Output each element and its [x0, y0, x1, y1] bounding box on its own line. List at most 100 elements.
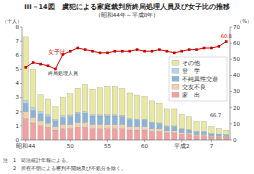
y-axis-label: （十人） — [2, 18, 22, 24]
bar-segment — [45, 99, 50, 115]
bar-segment — [120, 124, 125, 128]
bar-segment — [179, 133, 184, 135]
bar-segment — [186, 117, 191, 130]
bar-segment — [53, 130, 58, 140]
bar-segment — [75, 127, 80, 140]
legend-swatch — [172, 84, 179, 89]
bar-segment — [186, 133, 191, 134]
bar-segment — [172, 127, 177, 131]
x-tick-label: 7 — [210, 143, 214, 149]
bar-segment — [60, 116, 65, 118]
bar-segment — [120, 115, 125, 116]
x-tick-label: 60 — [141, 143, 148, 149]
bar-segment — [127, 118, 132, 119]
bar-segment — [149, 132, 154, 140]
legend-label: その他 — [182, 60, 200, 67]
bar-segment — [75, 122, 80, 127]
bar-segment — [53, 120, 58, 121]
bar-segment — [134, 127, 139, 131]
line-marker — [151, 50, 154, 53]
bar-segment — [120, 129, 125, 140]
bar-segment — [38, 112, 43, 114]
bar-segment — [38, 95, 43, 112]
bar-segment — [75, 88, 80, 112]
line-marker — [195, 48, 198, 51]
bar-segment — [112, 124, 117, 128]
bar-segment — [142, 120, 147, 126]
bar-segment — [127, 130, 132, 140]
bar-segment — [164, 131, 169, 133]
bar-segment — [209, 134, 214, 136]
bar-segment — [53, 107, 58, 120]
bar-segment — [30, 123, 35, 140]
y-axis — [22, 27, 23, 140]
bar-segment — [68, 115, 73, 117]
legend-label: 交友不良 — [182, 83, 206, 90]
bar-segment — [224, 130, 229, 134]
bar-segment — [30, 110, 35, 117]
line-marker — [32, 61, 35, 64]
bar-segment — [164, 109, 169, 126]
bar-segment — [112, 115, 117, 116]
bar-segment — [142, 127, 147, 131]
bar-segment — [127, 127, 132, 131]
bar-segment — [120, 117, 125, 125]
y2-axis — [230, 27, 231, 140]
x-tick-label: 55 — [104, 143, 111, 149]
bar-segment — [216, 134, 221, 136]
line-marker — [203, 47, 206, 50]
bar-segment — [142, 96, 147, 119]
y2-tick-label: 30 — [233, 88, 240, 94]
legend-box — [169, 57, 227, 101]
bar-segment — [23, 112, 28, 119]
line-marker — [180, 50, 183, 53]
line-marker — [91, 50, 94, 53]
x-tick-label: 平成2 — [174, 143, 190, 149]
bar-segment — [38, 121, 43, 126]
line-marker — [188, 48, 191, 51]
bar-segment — [82, 113, 87, 122]
y-tick-label: 4 — [16, 80, 20, 86]
y2-tick-label: 20 — [233, 105, 240, 111]
bar-segment — [105, 116, 110, 124]
line-marker — [136, 48, 139, 51]
bar-segment — [186, 134, 191, 140]
chart: III－14図 虞犯による家庭裁判所終局処理人員及び女子比の推移(昭和44年～平… — [0, 0, 254, 174]
legend: その他登 学不純異性交遊交友不良家 出 — [169, 57, 227, 101]
bar-segment — [23, 119, 28, 140]
bar-segment — [75, 114, 80, 122]
bar-segment — [53, 127, 58, 131]
bar-segment — [142, 130, 147, 140]
bar-segment — [90, 115, 95, 116]
bar-segment — [82, 122, 87, 127]
x-tick-label: 昭和44 — [16, 143, 35, 149]
bar-segment — [82, 127, 87, 140]
bar-segment — [112, 129, 117, 140]
bar-segment — [216, 136, 221, 137]
bar-segment — [105, 129, 110, 140]
bar-segment — [157, 124, 162, 129]
bar-segment — [90, 129, 95, 140]
bar-segment — [97, 115, 102, 116]
bar-segment — [75, 112, 80, 114]
bar-segment — [164, 127, 169, 131]
y2-tick-label: 0 — [233, 137, 237, 143]
y-tick-label: 0 — [16, 137, 20, 143]
line-marker — [47, 64, 50, 67]
bar-segment — [201, 136, 206, 140]
note: 2 所在不明による審判不開始及び不処分を除く。 — [3, 165, 126, 171]
bar-segment — [194, 121, 199, 131]
bar-segment — [149, 123, 154, 129]
legend-swatch — [172, 60, 179, 65]
series-label: 女子比 — [48, 49, 66, 55]
y-tick-label: 2 — [16, 109, 20, 115]
bar-segment — [157, 103, 162, 123]
bar-segment — [216, 137, 221, 140]
bar-segment — [30, 117, 35, 123]
bar-segment — [149, 101, 154, 122]
bar-segment — [120, 88, 125, 115]
bar-segment — [224, 135, 229, 136]
bar-segment — [134, 120, 139, 126]
bar-segment — [97, 129, 102, 140]
bar-segment — [112, 116, 117, 124]
